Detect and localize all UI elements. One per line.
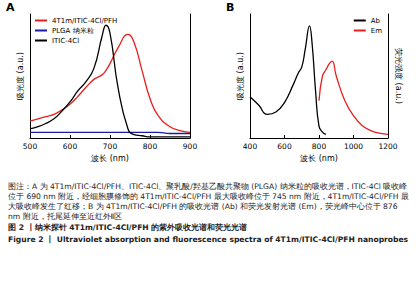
svg-text:波长 (nm): 波长 (nm) xyxy=(91,154,129,163)
svg-text:900: 900 xyxy=(183,142,198,151)
svg-text:PLGA 纳米粒: PLGA 纳米粒 xyxy=(52,27,94,35)
svg-text:500: 500 xyxy=(23,142,38,151)
svg-text:A: A xyxy=(6,1,15,14)
svg-text:400: 400 xyxy=(243,142,258,151)
svg-text:600: 600 xyxy=(63,142,78,151)
svg-text:1200: 1200 xyxy=(378,142,397,151)
html-text:图 2 丨纳米探针 4T1m/ITIC-4Cl/PFH 的紫: 图 2 丨纳米探针 4T1m/ITIC-4Cl/PFH 的紫外吸收光谱和荧光光谱 xyxy=(8,223,248,233)
svg-text:荧光强度 (a.u.): 荧光强度 (a.u.) xyxy=(394,48,403,104)
svg-text:吸光度 (a.u.): 吸光度 (a.u.) xyxy=(236,52,245,100)
svg-text:4T1m/ITIC-4Cl/PFH: 4T1m/ITIC-4Cl/PFH xyxy=(52,17,117,25)
svg-text:800: 800 xyxy=(143,142,158,151)
svg-text:600: 600 xyxy=(277,142,292,151)
svg-text:1000: 1000 xyxy=(344,142,363,151)
svg-text:吸光度 (a.u.): 吸光度 (a.u.) xyxy=(16,52,25,100)
svg-text:800: 800 xyxy=(312,142,327,151)
svg-text:波长 (nm): 波长 (nm) xyxy=(300,154,338,163)
svg-text:B: B xyxy=(226,1,234,14)
svg-text:Em: Em xyxy=(371,27,382,35)
svg-text:700: 700 xyxy=(103,142,118,151)
svg-text:ITIC-4Cl: ITIC-4Cl xyxy=(52,37,79,45)
svg-text:Ab: Ab xyxy=(371,17,381,25)
html-text:Figure 2 丨 Ultraviolet absorpt: Figure 2 丨 Ultraviolet absorption and fl… xyxy=(8,235,409,245)
html-text:图注：A 为 4T1m/ITIC-4Cl/PFH、ITIC-: 图注：A 为 4T1m/ITIC-4Cl/PFH、ITIC-4Cl、聚乳酸/羟基… xyxy=(8,182,409,221)
